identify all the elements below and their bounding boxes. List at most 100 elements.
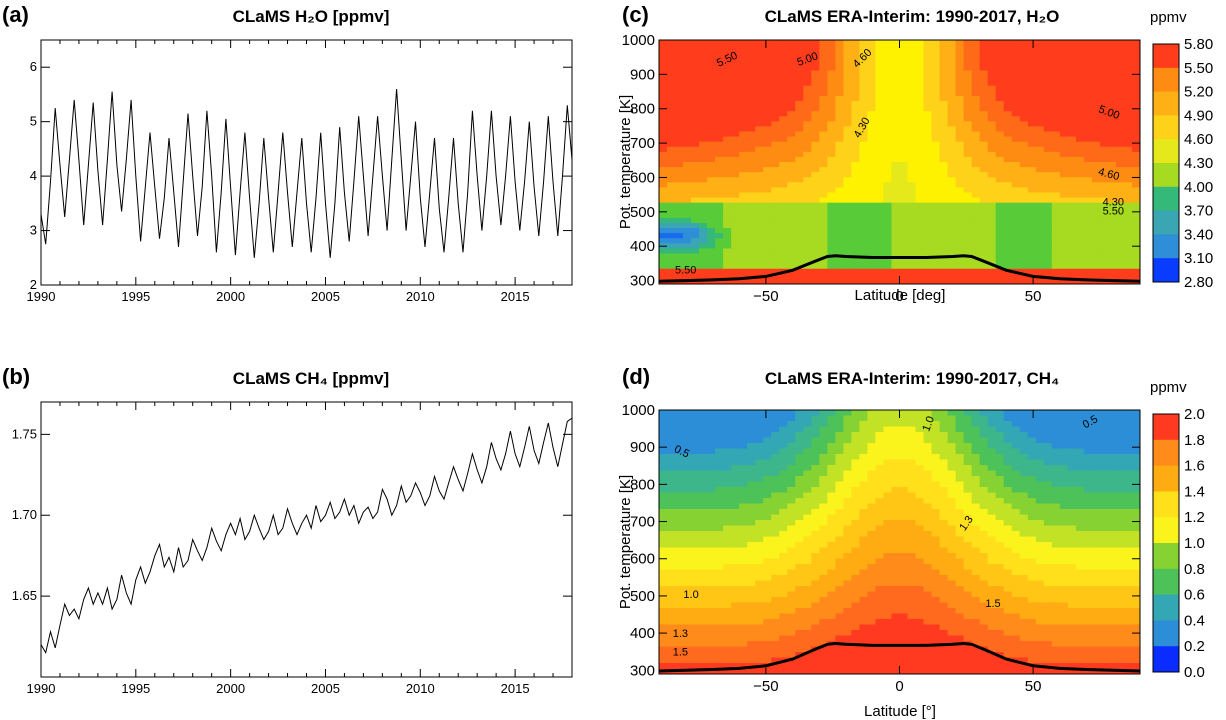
contour-cell (1115, 197, 1125, 204)
contour-cell (1011, 90, 1021, 97)
contour-cell (699, 509, 708, 516)
contour-cell (755, 192, 764, 199)
contour-cell (779, 564, 788, 571)
contour-cell (1099, 40, 1109, 46)
contour-cell (947, 192, 957, 199)
contour-cell (659, 470, 668, 477)
contour-cell (779, 415, 788, 422)
contour-cell (1059, 192, 1069, 199)
contour-cell (899, 608, 909, 615)
contour-cell (883, 141, 893, 148)
contour-cell (835, 146, 844, 153)
contour-cell (675, 131, 684, 138)
contour-cell (763, 263, 772, 270)
contour-cell (755, 228, 764, 234)
contour-cell (955, 177, 965, 183)
contour-cell (1131, 116, 1140, 122)
contour-cell (883, 443, 893, 450)
contour-cell (843, 151, 852, 158)
contour-cell (843, 542, 852, 549)
contour-cell (859, 75, 869, 82)
contour-cell (923, 50, 933, 56)
contour-cell (699, 207, 708, 214)
contour-cell (731, 492, 740, 499)
contour-cell (803, 448, 812, 455)
contour-cell (819, 70, 828, 77)
contour-cell (739, 520, 748, 527)
contour-cell (859, 597, 869, 604)
contour-cell (1075, 273, 1085, 280)
contour-cell (875, 465, 885, 472)
contour-cell (755, 520, 764, 527)
contour-cell (1067, 95, 1077, 102)
contour-cell (875, 50, 885, 56)
contour-cell (747, 492, 756, 499)
contour-cell (1099, 111, 1109, 117)
contour-cell (899, 443, 909, 450)
contour-cell (691, 40, 700, 46)
x-tick-label: 2015 (501, 681, 530, 696)
contour-cell (1067, 45, 1077, 51)
contour-cell (995, 111, 1005, 117)
contour-cell (683, 253, 692, 260)
contour-cell (891, 421, 901, 428)
contour-cell (771, 85, 780, 92)
contour-cell (683, 146, 692, 153)
colorbar-tick-label: 3.40 (1184, 226, 1213, 243)
contour-cell (939, 268, 949, 275)
contour-cell (947, 182, 957, 189)
contour-cell (659, 426, 668, 433)
contour-cell (1107, 126, 1117, 133)
contour-cell (827, 531, 836, 538)
contour-cell (923, 156, 933, 163)
contour-cell (659, 569, 668, 576)
contour-cell (867, 126, 877, 133)
contour-cell (955, 126, 965, 133)
contour-cell (707, 60, 716, 67)
contour-cell (771, 487, 780, 494)
contour-cell (843, 459, 852, 466)
contour-cell (867, 470, 877, 477)
contour-cell (851, 126, 861, 133)
contour-cell (947, 564, 957, 571)
contour-cell (1067, 268, 1077, 275)
contour-cell (955, 238, 965, 244)
contour-cell (843, 558, 852, 565)
contour-cell (1059, 223, 1069, 229)
contour-cell (875, 238, 885, 244)
contour-cell (995, 207, 1005, 214)
contour-cell (867, 536, 877, 543)
colorbar-tick-label: 2.80 (1184, 274, 1213, 291)
contour-cell (795, 525, 804, 532)
contour-cell (843, 443, 852, 450)
contour-cell (995, 70, 1005, 77)
contour-cell (683, 80, 692, 87)
contour-cell (1083, 167, 1093, 173)
contour-cell (835, 646, 844, 653)
contour-cell (939, 273, 949, 280)
contour-cell (947, 624, 957, 631)
contour-cell (1011, 80, 1021, 87)
contour-cell (747, 487, 756, 494)
contour-cell (731, 657, 740, 664)
contour-cell (683, 437, 692, 444)
contour-cell (907, 470, 917, 477)
contour-cell (763, 182, 772, 189)
contour-cell (675, 553, 684, 560)
contour-cell (763, 126, 772, 133)
contour-cell (731, 111, 740, 117)
contour-cell (931, 646, 941, 653)
contour-cell (851, 410, 861, 417)
contour-cell (891, 597, 901, 604)
contour-cell (1067, 202, 1077, 209)
contour-cell (963, 586, 973, 593)
contour-cell (971, 106, 981, 112)
contour-cell (747, 465, 756, 472)
contour-cell (771, 470, 780, 477)
contour-cell (899, 602, 909, 609)
contour-cell (747, 121, 756, 128)
contour-cell (1083, 131, 1093, 138)
contour-cell (723, 65, 732, 72)
contour-cell (795, 141, 804, 148)
contour-cell (1035, 217, 1045, 224)
